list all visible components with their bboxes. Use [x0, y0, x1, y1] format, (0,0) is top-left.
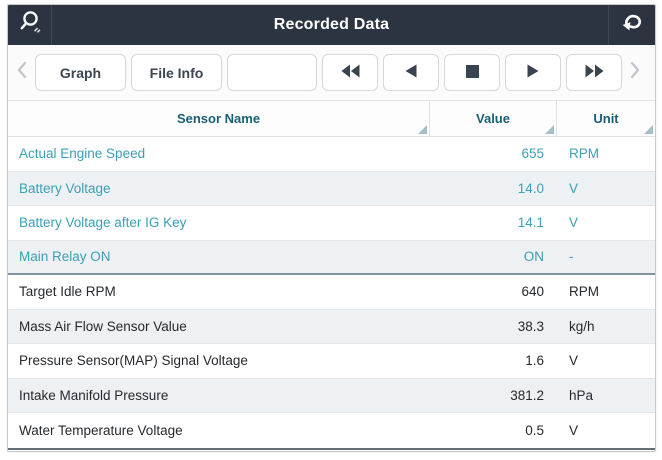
- page-title: Recorded Data: [273, 16, 390, 33]
- sensor-name: Main Relay ON: [19, 249, 111, 265]
- sensor-unit: V: [569, 353, 579, 369]
- table-row[interactable]: Intake Manifold Pressure 381.2 hPa: [8, 378, 655, 413]
- sensor-unit: RPM: [569, 146, 599, 162]
- column-resize-grip-icon[interactable]: [418, 125, 427, 134]
- search-button[interactable]: [8, 5, 52, 45]
- sensor-name: Actual Engine Speed: [19, 146, 146, 162]
- sensor-name: Pressure Sensor(MAP) Signal Voltage: [19, 353, 248, 369]
- column-label: Value: [476, 111, 510, 126]
- column-resize-grip-icon[interactable]: [545, 125, 554, 134]
- graph-button-label: Graph: [59, 64, 102, 81]
- table-header: Sensor Name Value Unit: [8, 101, 655, 137]
- chevron-left-icon: [16, 61, 28, 84]
- column-label: Unit: [593, 111, 619, 126]
- table-row[interactable]: Pressure Sensor(MAP) Signal Voltage 1.6 …: [8, 344, 655, 379]
- sensor-name: Intake Manifold Pressure: [19, 387, 169, 403]
- table-row[interactable]: Actual Engine Speed 655 RPM: [8, 137, 655, 172]
- fast-forward-button[interactable]: [566, 54, 622, 91]
- return-icon: [619, 11, 645, 39]
- sensor-value: 0.5: [525, 422, 544, 438]
- sensor-name: Mass Air Flow Sensor Value: [19, 318, 187, 334]
- sensor-value: 1.6: [525, 353, 544, 369]
- sensor-value: 640: [521, 284, 544, 300]
- column-label: Sensor Name: [176, 111, 261, 126]
- sensor-value: ON: [523, 249, 544, 265]
- table-row[interactable]: Mass Air Flow Sensor Value 38.3 kg/h: [8, 309, 655, 344]
- sensor-unit: V: [569, 215, 579, 231]
- fast-forward-icon: [583, 63, 606, 82]
- play-button[interactable]: [505, 54, 561, 91]
- sensor-value: 655: [521, 146, 544, 162]
- sensor-name: Battery Voltage: [19, 180, 111, 196]
- file-info-button[interactable]: File Info: [131, 54, 222, 91]
- graph-button[interactable]: Graph: [35, 54, 126, 91]
- return-button[interactable]: [608, 5, 655, 45]
- toolbar: Graph File Info: [8, 45, 655, 101]
- sensor-name: Battery Voltage after IG Key: [19, 215, 187, 231]
- sensor-name: Target Idle RPM: [19, 284, 116, 300]
- sensor-value: 14.0: [517, 180, 544, 196]
- scroll-right-button[interactable]: [627, 55, 643, 91]
- sensor-value: 38.3: [517, 318, 544, 334]
- sensor-unit: V: [569, 422, 579, 438]
- sensor-unit: V: [569, 180, 579, 196]
- sensor-unit: RPM: [569, 284, 599, 300]
- recorded-data-window: Recorded Data Graph File Info: [7, 4, 656, 452]
- sensor-unit: kg/h: [569, 318, 595, 334]
- sensor-value: 381.2: [510, 387, 544, 403]
- table-row[interactable]: Target Idle RPM 640 RPM: [8, 275, 655, 310]
- chevron-right-icon: [629, 61, 641, 84]
- search-icon: [15, 9, 45, 41]
- table-row[interactable]: Battery Voltage 14.0 V: [8, 171, 655, 206]
- table-row[interactable]: Battery Voltage after IG Key 14.1 V: [8, 206, 655, 241]
- column-header-value[interactable]: Value: [429, 101, 556, 136]
- sensor-name: Water Temperature Voltage: [19, 422, 183, 438]
- rewind-button[interactable]: [322, 54, 378, 91]
- sensor-unit: -: [569, 249, 574, 265]
- title-bar: Recorded Data: [8, 5, 655, 45]
- file-info-button-label: File Info: [149, 64, 204, 81]
- stop-icon: [465, 64, 480, 82]
- stop-button[interactable]: [444, 54, 500, 91]
- rewind-icon: [339, 63, 362, 82]
- sensor-unit: hPa: [569, 387, 594, 403]
- blank-button[interactable]: [227, 54, 317, 91]
- play-reverse-button[interactable]: [383, 54, 439, 91]
- table-row[interactable]: Water Temperature Voltage 0.5 V: [8, 413, 655, 448]
- play-reverse-icon: [403, 63, 419, 82]
- scroll-left-button[interactable]: [14, 55, 30, 91]
- sensor-value: 14.1: [517, 215, 544, 231]
- table-row[interactable]: Main Relay ON ON -: [8, 240, 655, 275]
- sensor-table: Actual Engine Speed 655 RPM Battery Volt…: [8, 137, 655, 450]
- column-header-unit[interactable]: Unit: [556, 101, 655, 136]
- play-icon: [525, 63, 541, 82]
- column-header-sensor-name[interactable]: Sensor Name: [8, 101, 429, 136]
- column-resize-grip-icon[interactable]: [644, 125, 653, 134]
